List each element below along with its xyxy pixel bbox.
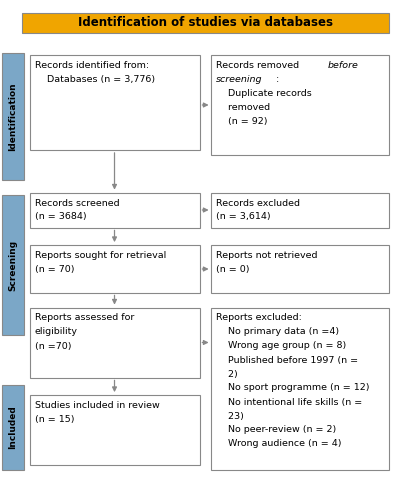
Text: Duplicate records: Duplicate records — [216, 89, 312, 98]
Text: Screening: Screening — [8, 240, 18, 290]
Text: 23): 23) — [216, 412, 244, 420]
FancyBboxPatch shape — [2, 52, 24, 180]
Text: screening: screening — [216, 75, 263, 84]
Text: Reports not retrieved: Reports not retrieved — [216, 251, 318, 260]
FancyBboxPatch shape — [30, 192, 200, 228]
Text: (n = 3684): (n = 3684) — [35, 212, 86, 222]
Text: (n =70): (n =70) — [35, 342, 71, 350]
FancyBboxPatch shape — [2, 195, 24, 335]
FancyBboxPatch shape — [211, 245, 389, 292]
FancyBboxPatch shape — [211, 308, 389, 470]
Text: (n = 70): (n = 70) — [35, 265, 74, 274]
Text: No sport programme (n = 12): No sport programme (n = 12) — [216, 384, 370, 392]
Text: No primary data (n =4): No primary data (n =4) — [216, 328, 340, 336]
Text: (n = 3,614): (n = 3,614) — [216, 212, 271, 222]
Text: Identification: Identification — [8, 82, 18, 150]
Text: :: : — [276, 75, 280, 84]
FancyBboxPatch shape — [30, 395, 200, 465]
FancyBboxPatch shape — [30, 308, 200, 378]
Text: 2): 2) — [216, 370, 238, 378]
Text: No intentional life skills (n =: No intentional life skills (n = — [216, 398, 363, 406]
Text: (n = 15): (n = 15) — [35, 415, 74, 424]
FancyBboxPatch shape — [211, 192, 389, 228]
FancyBboxPatch shape — [2, 385, 24, 470]
FancyBboxPatch shape — [30, 245, 200, 292]
Text: Included: Included — [8, 406, 18, 450]
Text: Published before 1997 (n =: Published before 1997 (n = — [216, 356, 358, 364]
Text: before: before — [328, 61, 358, 70]
FancyBboxPatch shape — [22, 12, 389, 32]
Text: Reports assessed for: Reports assessed for — [35, 314, 134, 322]
Text: (n = 92): (n = 92) — [216, 117, 268, 126]
Text: Records identified from:: Records identified from: — [35, 61, 149, 70]
FancyBboxPatch shape — [30, 55, 200, 150]
Text: Records screened: Records screened — [35, 198, 119, 207]
Text: Records excluded: Records excluded — [216, 198, 300, 207]
Text: (n = 0): (n = 0) — [216, 265, 250, 274]
Text: Records removed: Records removed — [216, 61, 302, 70]
Text: eligibility: eligibility — [35, 328, 78, 336]
Text: Identification of studies via databases: Identification of studies via databases — [78, 16, 333, 29]
Text: Reports excluded:: Reports excluded: — [216, 314, 302, 322]
Text: Wrong audience (n = 4): Wrong audience (n = 4) — [216, 440, 342, 448]
Text: removed: removed — [216, 103, 271, 112]
Text: Databases (n = 3,776): Databases (n = 3,776) — [35, 75, 155, 84]
FancyBboxPatch shape — [211, 55, 389, 155]
Text: Studies included in review: Studies included in review — [35, 401, 160, 410]
Text: Reports sought for retrieval: Reports sought for retrieval — [35, 251, 166, 260]
Text: No peer-review (n = 2): No peer-review (n = 2) — [216, 426, 336, 434]
Text: Wrong age group (n = 8): Wrong age group (n = 8) — [216, 342, 346, 350]
